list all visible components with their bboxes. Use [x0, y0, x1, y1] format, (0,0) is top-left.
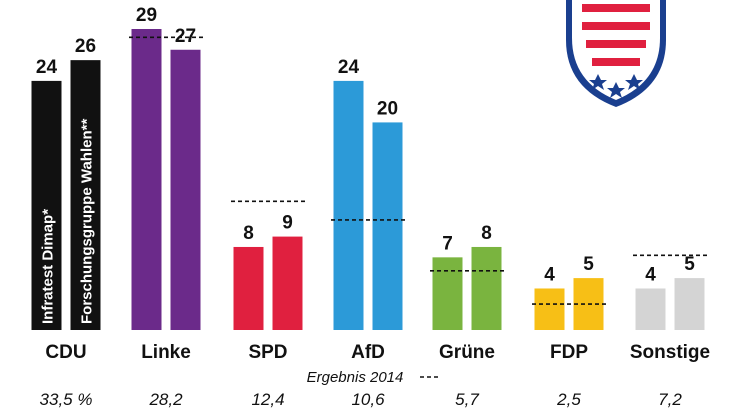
value-label-spd-infratest: 8 — [243, 223, 254, 244]
value-labels-layer: 24 26 29 27 8 9 24 20 7 8 4 5 4 5 — [36, 5, 695, 285]
bar-afd-fgw — [372, 122, 403, 331]
category-label-cdu: CDU — [45, 342, 86, 363]
value-label-cdu-infratest: 24 — [36, 57, 58, 78]
value-label-linke-fgw: 27 — [175, 26, 196, 47]
value-label-sonstige-infratest: 4 — [645, 264, 656, 285]
value-label-sonstige-fgw: 5 — [684, 254, 695, 275]
thuringia-coat-of-arms-icon — [566, 0, 666, 107]
bar-spd-infratest — [233, 246, 264, 330]
result-2014-labels-layer: 33,5 % 28,2 12,4 10,6 5,7 2,5 7,2 — [40, 390, 683, 409]
result-2014-value-linke: 28,2 — [148, 390, 183, 409]
result-2014-value-spd: 12,4 — [251, 390, 284, 409]
bar-sonstige-infratest — [635, 288, 666, 330]
result-2014-value-afd: 10,6 — [351, 390, 385, 409]
bar-cdu-fgw — [70, 60, 101, 330]
value-label-fdp-infratest: 4 — [544, 264, 555, 285]
bar-linke-infratest — [131, 29, 162, 330]
bar-afd-infratest — [333, 80, 364, 331]
category-label-fdp: FDP — [550, 342, 588, 363]
value-label-fdp-fgw: 5 — [583, 254, 594, 275]
value-label-spd-fgw: 9 — [282, 213, 293, 234]
result-2014-value-sonstige: 7,2 — [658, 390, 682, 409]
result-2014-value-cdu: 33,5 % — [40, 390, 93, 409]
bar-gruene-fgw — [471, 246, 502, 330]
legend: Ergebnis 2014 — [307, 369, 441, 386]
bar-cdu-infratest — [31, 80, 62, 331]
value-label-linke-infratest: 29 — [136, 5, 157, 26]
category-label-spd: SPD — [248, 342, 287, 363]
result-2014-value-fdp: 2,5 — [556, 390, 581, 409]
bar-fdp-infratest — [534, 288, 565, 330]
series-label-infratest: Infratest Dimap* — [40, 209, 57, 324]
bar-gruene-infratest — [432, 257, 463, 330]
category-label-sonstige: Sonstige — [630, 342, 710, 363]
value-label-gruene-fgw: 8 — [481, 223, 492, 244]
bar-sonstige-fgw — [674, 278, 705, 330]
result-2014-value-gruene: 5,7 — [455, 390, 479, 409]
legend-label: Ergebnis 2014 — [307, 369, 404, 386]
bar-spd-fgw — [272, 236, 303, 330]
category-label-linke: Linke — [141, 342, 191, 363]
series-label-fgw: Forschungsgruppe Wahlen** — [79, 119, 96, 324]
reference-lines-layer — [129, 36, 707, 305]
value-label-afd-fgw: 20 — [377, 98, 398, 119]
value-label-cdu-fgw: 26 — [75, 36, 96, 57]
value-label-afd-infratest: 24 — [338, 57, 360, 78]
category-label-afd: AfD — [351, 342, 385, 363]
value-label-gruene-infratest: 7 — [442, 233, 453, 254]
bar-linke-fgw — [170, 49, 201, 331]
category-labels-layer: CDU Linke SPD AfD Grüne FDP Sonstige — [45, 342, 710, 363]
category-label-gruene: Grüne — [439, 342, 495, 363]
